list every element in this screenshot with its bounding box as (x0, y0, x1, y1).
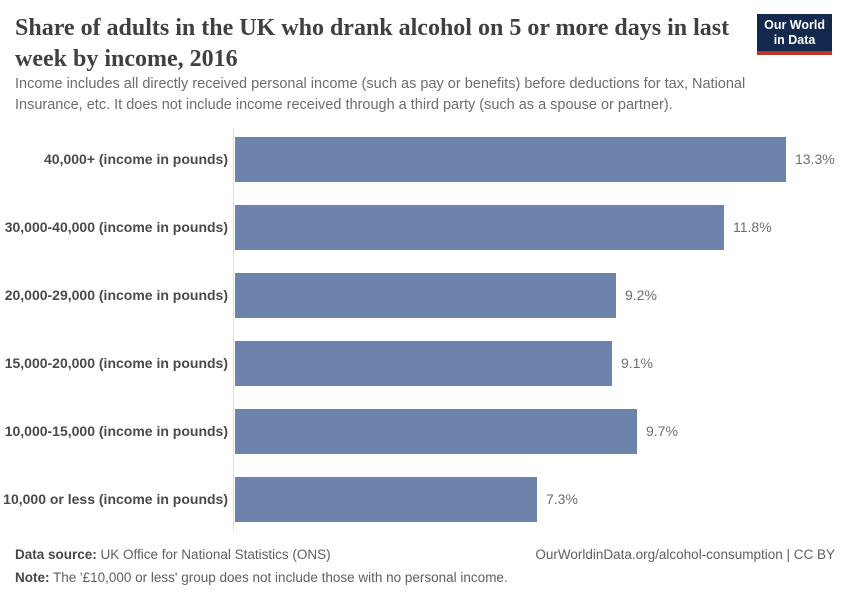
owid-logo-line-1: Our World (764, 18, 825, 32)
bar-row: 10,000 or less (income in pounds) 7.3% (0, 465, 850, 533)
bar-area: 13.3% (228, 136, 850, 182)
value-label: 9.7% (646, 423, 678, 439)
bar (235, 136, 786, 182)
bar-rows: 40,000+ (income in pounds) 13.3% 30,000-40… (0, 125, 850, 533)
bar-row: 30,000-40,000 (income in pounds) 11.8% (0, 193, 850, 261)
bar (235, 340, 612, 386)
note-text: The '£10,000 or less' group does not inc… (49, 570, 508, 585)
owid-logo[interactable]: Our World in Data (757, 14, 832, 55)
bar (235, 272, 616, 318)
owid-logo-line-2: in Data (773, 33, 816, 47)
note-line: Note: The '£10,000 or less' group does n… (15, 569, 835, 586)
value-label: 7.3% (546, 491, 578, 507)
category-label: 40,000+ (income in pounds) (44, 150, 228, 167)
category-label: 30,000-40,000 (income in pounds) (4, 218, 228, 235)
chart-footer: Data source: UK Office for National Stat… (15, 546, 835, 592)
bar (235, 408, 637, 454)
page-title: Share of adults in the UK who drank alco… (15, 13, 760, 75)
category-label: 20,000-29,000 (income in pounds) (4, 286, 228, 303)
title-line-2: week by income, 2016 (15, 46, 238, 72)
category-label: 15,000-20,000 (income in pounds) (4, 354, 228, 371)
value-label: 13.3% (795, 151, 835, 167)
bar-row: 40,000+ (income in pounds) 13.3% (0, 125, 850, 193)
bar (235, 476, 537, 522)
data-source-label: Data source: (15, 547, 97, 562)
data-source-line: Data source: UK Office for National Stat… (15, 546, 835, 563)
bar-area: 7.3% (228, 476, 850, 522)
title-line-1: Share of adults in the UK who drank alco… (15, 15, 730, 41)
bar-area: 9.7% (228, 408, 850, 454)
chart-subtitle: Income includes all directly received pe… (15, 74, 805, 116)
bar-row: 20,000-29,000 (income in pounds) 9.2% (0, 261, 850, 329)
subtitle-line-2: Insurance, etc. It does not include inco… (15, 97, 673, 113)
value-label: 9.1% (621, 355, 653, 371)
data-source-text: UK Office for National Statistics (ONS) (96, 547, 331, 562)
subtitle-line-1: Income includes all directly received pe… (15, 76, 746, 92)
note-label: Note: (15, 570, 50, 585)
bar (235, 204, 724, 250)
category-label: 10,000 or less (income in pounds) (3, 490, 228, 507)
value-label: 11.8% (733, 219, 772, 235)
bar-row: 15,000-20,000 (income in pounds) 9.1% (0, 329, 850, 397)
category-label: 10,000-15,000 (income in pounds) (4, 422, 228, 439)
bar-area: 9.1% (228, 340, 850, 386)
bar-area: 9.2% (228, 272, 850, 318)
bar-chart: 40,000+ (income in pounds) 13.3% 30,000-40… (0, 125, 850, 533)
owid-link[interactable]: OurWorldinData.org/alcohol-consumption |… (535, 547, 835, 562)
value-label: 9.2% (625, 287, 657, 303)
bar-row: 10,000-15,000 (income in pounds) 9.7% (0, 397, 850, 465)
bar-area: 11.8% (228, 204, 850, 250)
y-axis-line (233, 128, 234, 531)
